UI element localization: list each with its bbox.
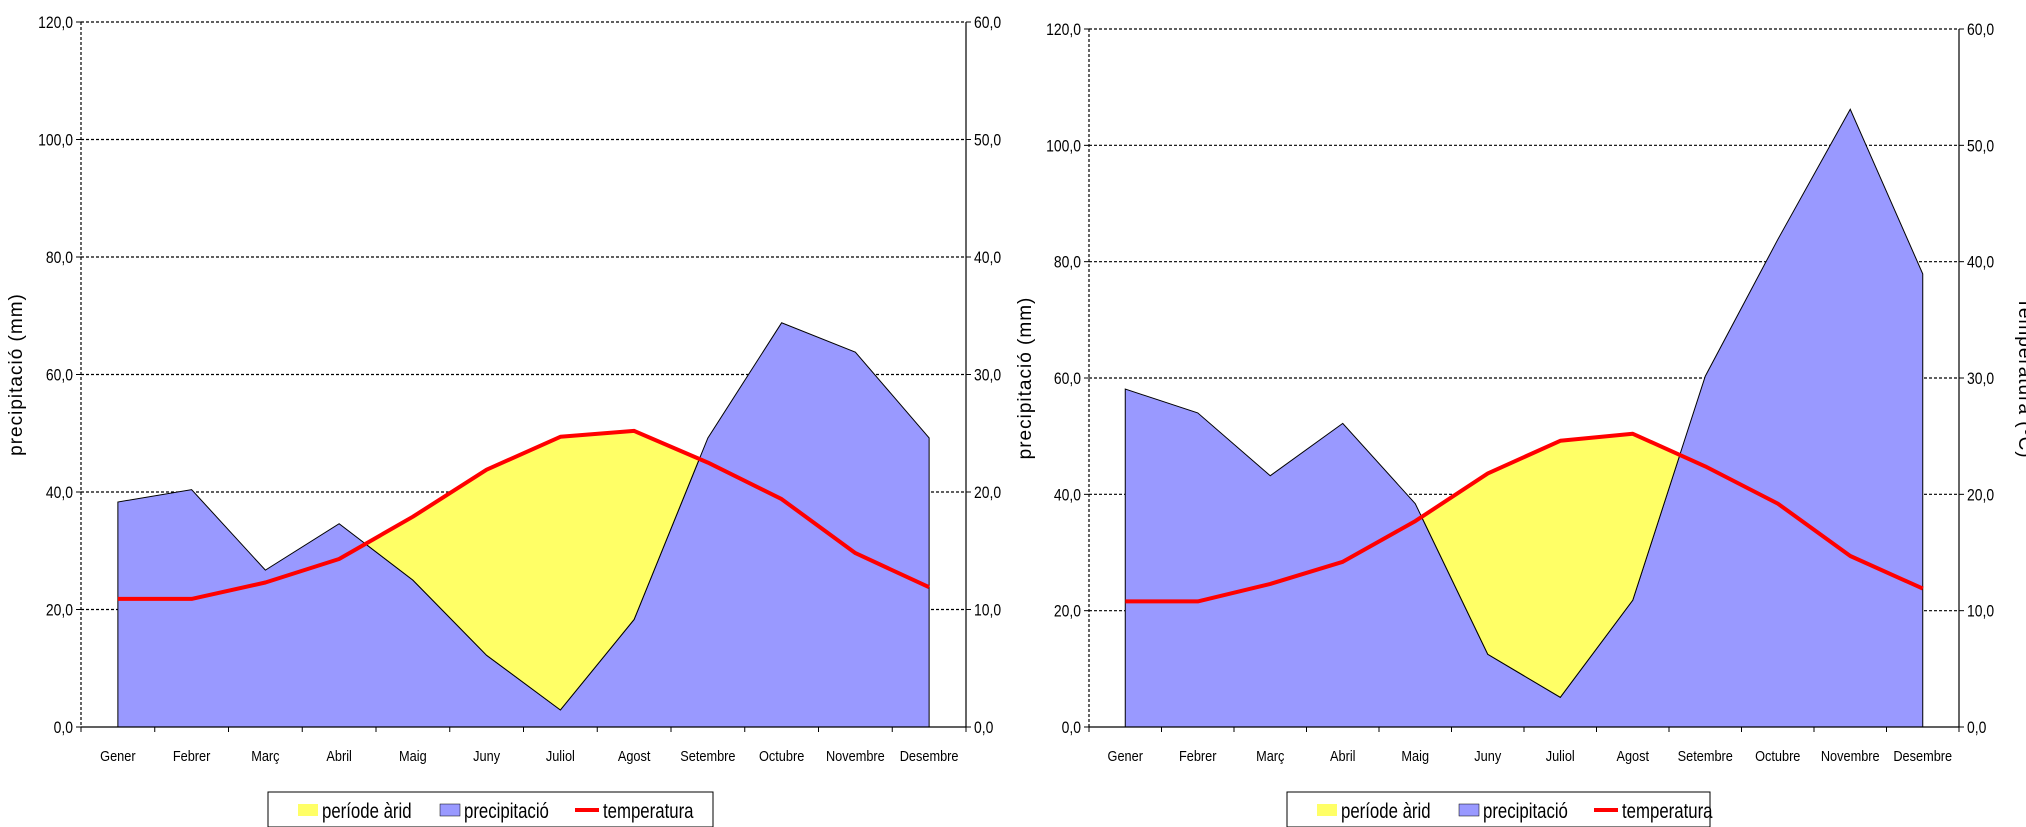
y-tick-label-left: 80,0 <box>46 249 73 268</box>
x-tick-label: Agost <box>1616 747 1649 764</box>
x-tick-label: Febrer <box>173 747 211 764</box>
legend-label-temperature: temperatura <box>1622 800 1713 823</box>
x-tick-label: Desembre <box>900 747 959 764</box>
climate-chart-left: 0,0 20,0 40,0 60,0 80,0 100,0 120,0 0,0 10,0 20,0… <box>6 14 1001 827</box>
legend-label-arid: període àrid <box>1341 800 1431 823</box>
legend-box <box>267 791 714 827</box>
y-tick-label-left: 0,0 <box>54 719 74 738</box>
y-tick-label-right: 40,0 <box>974 249 1001 268</box>
x-tick-label: Juliol <box>1546 747 1575 764</box>
x-tick-label: Març <box>1256 747 1284 764</box>
y-tick-label-left: 120,0 <box>38 14 73 33</box>
y-tick-label-right: 20,0 <box>974 484 1001 503</box>
y-tick-label-left: 20,0 <box>46 601 73 620</box>
y-tick-label-right: 60,0 <box>974 14 1001 33</box>
x-tick-label: Gener <box>100 747 136 764</box>
y-tick-label-left: 120,0 <box>1046 21 1081 40</box>
temperature-line <box>1125 431 1924 604</box>
y-tick-label-left: 60,0 <box>1054 370 1081 389</box>
x-tick-label: Setembre <box>1678 747 1733 764</box>
x-tick-label: Juny <box>1474 747 1501 764</box>
legend-label-temperature: temperatura <box>603 800 694 823</box>
y-tick-label-left: 40,0 <box>46 484 73 503</box>
x-tick-label: Setembre <box>680 747 735 764</box>
x-tick-label: Novembre <box>1821 747 1880 764</box>
y-tick-label-right: 30,0 <box>974 366 1001 385</box>
y-tick-label-right: 0,0 <box>974 719 994 738</box>
legend-swatch-arid <box>298 804 318 816</box>
climate-chart-right: 0,0 20,0 40,0 60,0 80,0 100,0 120,0 0,0 10,0 20,0… <box>1015 21 2026 827</box>
temperature-line <box>117 428 930 601</box>
y-tick-label-right: 50,0 <box>974 131 1001 150</box>
y-tick-label-right: 30,0 <box>1967 370 1994 389</box>
x-tick-label: Octubre <box>759 747 805 764</box>
x-tick-label: Maig <box>1401 747 1429 764</box>
x-tick-label: Juliol <box>546 747 575 764</box>
x-tick-label: Juny <box>473 747 500 764</box>
legend-swatch-precipitation <box>1458 803 1480 817</box>
x-tick-label: Maig <box>399 747 427 764</box>
y-tick-label-right: 10,0 <box>974 601 1001 620</box>
y-axis-title-right: Temperatura (ºC) <box>2014 297 2026 458</box>
legend-box <box>1286 791 1711 827</box>
y-tick-label-left: 20,0 <box>1054 602 1081 621</box>
x-tick-label: Abril <box>1330 747 1355 764</box>
legend-swatch-arid <box>1317 804 1337 816</box>
y-tick-label-left: 0,0 <box>1062 719 1082 738</box>
legend-swatch-precipitation <box>439 803 461 817</box>
x-tick-label: Abril <box>326 747 351 764</box>
y-axis-title-left: precipitació (mm) <box>1015 297 1036 460</box>
y-tick-label-right: 0,0 <box>1967 719 1987 738</box>
x-tick-label: Agost <box>618 747 651 764</box>
y-tick-label-right: 50,0 <box>1967 137 1994 156</box>
legend-label-precipitation: precipitació <box>1483 800 1568 823</box>
x-tick-label: Febrer <box>1179 747 1217 764</box>
y-tick-label-left: 100,0 <box>1046 137 1081 156</box>
y-tick-label-left: 80,0 <box>1054 253 1081 272</box>
y-tick-label-right: 60,0 <box>1967 21 1994 40</box>
y-tick-label-left: 40,0 <box>1054 486 1081 505</box>
y-tick-label-right: 40,0 <box>1967 253 1994 272</box>
y-tick-label-right: 10,0 <box>1967 602 1994 621</box>
x-tick-label: Novembre <box>826 747 885 764</box>
y-axis-title-left: precipitació (mm) <box>6 293 27 456</box>
legend-label-arid: període àrid <box>322 800 412 823</box>
x-tick-label: Octubre <box>1755 747 1801 764</box>
x-tick-label: Març <box>251 747 279 764</box>
x-tick-label: Desembre <box>1893 747 1952 764</box>
y-tick-label-right: 20,0 <box>1967 486 1994 505</box>
x-tick-label: Gener <box>1108 747 1144 764</box>
legend-label-precipitation: precipitació <box>464 800 549 823</box>
y-tick-label-left: 60,0 <box>46 366 73 385</box>
y-tick-label-left: 100,0 <box>38 131 73 150</box>
